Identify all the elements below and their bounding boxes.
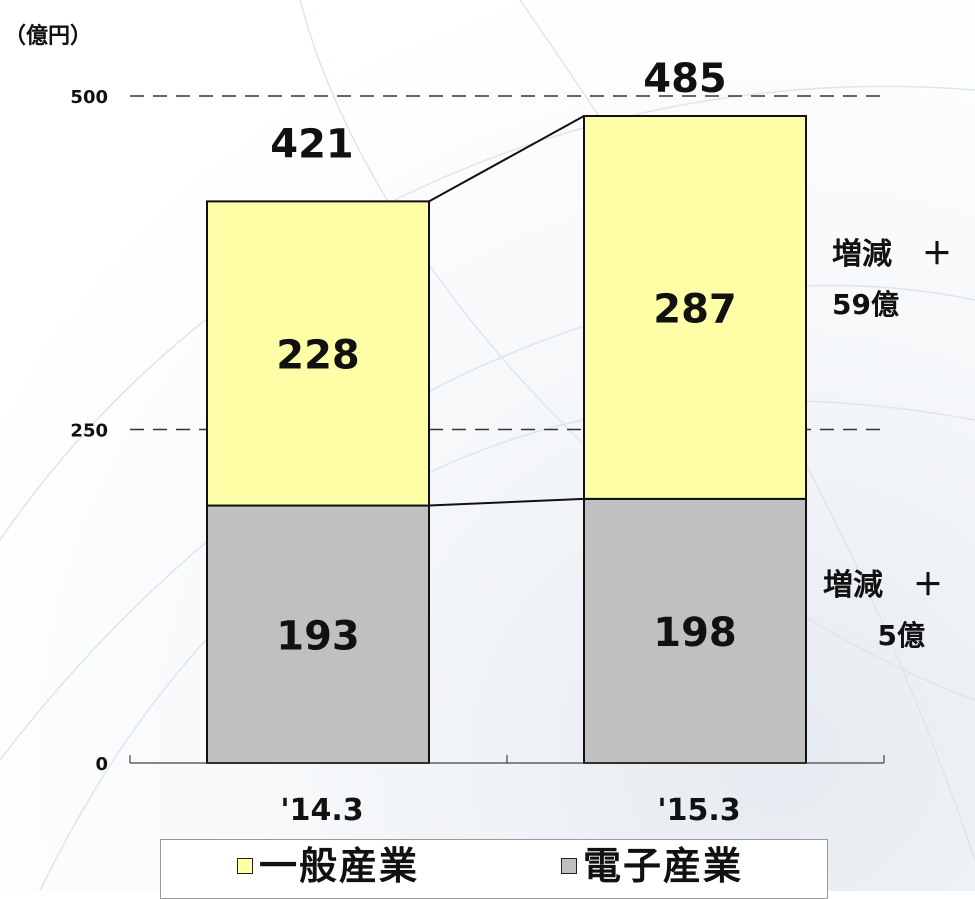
total-value-label: 485 [643,56,727,102]
bar-segment [583,115,807,500]
legend-label-electronics-industry: 電子産業 [583,844,744,888]
bar-value-label: 228 [276,332,360,378]
connector-line [428,115,585,203]
x-tick-label: '15.3 [657,793,740,828]
total-value-label: 421 [270,121,354,167]
annotation-change-line2: 5億 [878,619,925,652]
y-tick-label: 0 [95,754,108,775]
y-tick-label: 250 [70,421,108,442]
unit-label: （億円） [4,23,92,49]
y-tick-labels: 0 250 500 [70,87,108,775]
x-tick-label: '14.3 [280,793,363,828]
annotation-change-line1: 増減 ＋ [823,568,943,603]
legend-swatch-electronics-industry [561,858,577,874]
legend-label-general-industry: 一般産業 [259,844,420,888]
bar-layer [206,115,807,764]
legend-swatch-general-industry [237,858,253,874]
bar-value-label: 287 [653,286,737,332]
legend-item-electronics-industry: 電子産業 [561,844,743,888]
y-tick-label: 500 [70,87,108,108]
bar-segment [206,504,430,764]
x-tick-labels: '14.3 '15.3 [280,793,740,828]
annotation-change-line2: 59億 [832,288,899,321]
annotation-change-line1: 増減 ＋ [832,237,952,272]
bar-segment [206,200,430,507]
legend-item-general-industry: 一般産業 [237,844,419,888]
data-label-layer: 193 228 421 198 287 485 [270,56,737,659]
bar-value-label: 198 [653,610,737,656]
connector-lines [428,115,585,507]
legend: 一般産業 電子産業 [160,839,828,899]
bar-value-label: 193 [276,613,360,659]
connector-line [428,497,585,507]
